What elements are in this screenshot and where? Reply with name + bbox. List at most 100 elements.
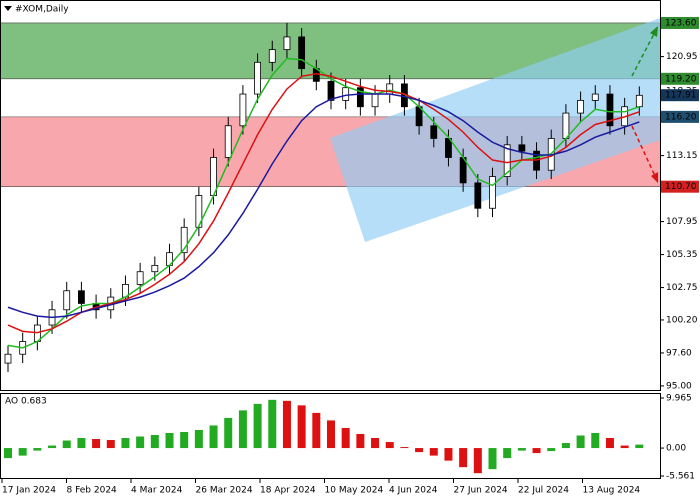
x-tick-label: 27 Jun 2024: [454, 486, 508, 496]
ao-bar: [224, 417, 233, 449]
candle-body: [577, 99, 584, 114]
ao-bar: [165, 432, 174, 449]
ao-bar: [532, 448, 541, 454]
ao-bar: [385, 442, 394, 449]
ao-bar: [282, 400, 291, 449]
ao-bar: [547, 448, 556, 452]
ao-bar: [444, 448, 453, 461]
x-tick-label: 13 Aug 2024: [583, 486, 641, 496]
candle-body: [78, 290, 85, 304]
ao-bar: [238, 410, 247, 449]
ao-bar: [503, 448, 512, 459]
x-tick-label: 26 Mar 2024: [196, 486, 253, 496]
ao-bar: [150, 435, 159, 449]
moving-average: [7, 93, 640, 319]
ao-bar: [635, 444, 644, 449]
ao-bar: [576, 435, 585, 449]
chart-title: #XOM,Daily: [15, 5, 69, 15]
ao-bar: [561, 443, 570, 449]
candle-body: [474, 182, 482, 209]
ao-bar: [77, 438, 86, 449]
target-arrow-up: [631, 31, 656, 77]
candle-body: [503, 144, 511, 177]
candle-body: [298, 36, 306, 70]
ao-bar: [341, 427, 350, 449]
ao-bar: [106, 440, 115, 449]
title-icon: [4, 6, 12, 11]
ao-bar: [180, 431, 189, 449]
y-tick-label: 102.75: [666, 283, 698, 293]
candle-body: [239, 93, 247, 127]
y-tick-label: 95.00: [666, 381, 692, 391]
ao-bar: [429, 448, 438, 456]
candle-body: [430, 125, 438, 139]
y-tick-label: 120.95: [666, 52, 698, 62]
x-tick-label: 18 Apr 2024: [260, 486, 316, 496]
ao-bar: [62, 440, 71, 449]
ao-bar: [268, 399, 277, 449]
level-box: [661, 89, 699, 102]
candle-body: [283, 36, 291, 51]
ao-bar: [605, 438, 614, 449]
ao-bar: [473, 448, 482, 474]
level-label: 110.70: [665, 182, 697, 192]
ao-bar: [591, 432, 600, 449]
candle-body: [489, 176, 496, 209]
ao-bar: [4, 448, 12, 459]
y-tick-label: 100.20: [666, 315, 698, 325]
ao-bar: [400, 447, 409, 449]
ao-bar: [327, 420, 335, 449]
x-tick-label: 10 May 2024: [325, 486, 384, 496]
candle-body: [562, 112, 570, 139]
ao-bar: [92, 439, 101, 449]
candle-body: [356, 87, 364, 108]
level-box: [661, 16, 699, 29]
ao-bar: [620, 445, 629, 449]
candle-body: [606, 93, 614, 127]
ao-bar: [209, 425, 218, 449]
trend-channel: [330, 18, 660, 242]
ao-bar: [297, 405, 306, 449]
y-tick-label: 105.35: [666, 250, 698, 260]
candle-body: [268, 49, 276, 63]
ao-bar: [312, 412, 321, 449]
ao-bar: [517, 448, 526, 451]
arrow-head-down: [651, 172, 658, 183]
candle-body: [371, 93, 379, 108]
ao-bar: [121, 438, 130, 449]
ao-bar: [488, 448, 497, 470]
ao-bar: [194, 429, 203, 449]
ao-bar: [253, 403, 262, 449]
level-box: [661, 110, 699, 123]
ao-bar: [459, 448, 468, 468]
candle-body: [342, 87, 350, 101]
ao-bar: [33, 448, 42, 451]
candle-body: [591, 93, 599, 101]
level-box: [661, 72, 699, 85]
candle-body: [254, 61, 261, 95]
x-tick-label: 17 Jan 2024: [2, 486, 56, 496]
ao-bar: [356, 433, 365, 449]
ao-bar: [371, 438, 380, 449]
ao-tick-label: -5.561: [666, 472, 695, 482]
main-frame: [0, 0, 661, 391]
level-label: 119.20: [665, 74, 697, 84]
arrow-head-up: [650, 26, 658, 37]
ao-title: AO 0.683: [5, 397, 47, 407]
ao-tick-label: 9.965: [666, 394, 692, 404]
level-box: [661, 180, 699, 193]
ao-bar: [415, 448, 424, 453]
ao-bar: [48, 445, 57, 449]
ao-frame: [0, 393, 661, 479]
level-label: 117.91: [665, 91, 697, 101]
candle-body: [327, 80, 335, 101]
x-tick-label: 4 Jun 2024: [389, 486, 438, 496]
ao-bar: [18, 448, 27, 456]
level-label: 116.20: [665, 112, 697, 122]
x-tick-label: 4 Mar 2024: [131, 486, 183, 496]
x-tick-label: 22 Jul 2024: [518, 486, 569, 496]
level-label: 123.60: [665, 18, 697, 28]
moving-average: [7, 72, 640, 334]
x-tick-label: 8 Feb 2024: [67, 486, 118, 496]
